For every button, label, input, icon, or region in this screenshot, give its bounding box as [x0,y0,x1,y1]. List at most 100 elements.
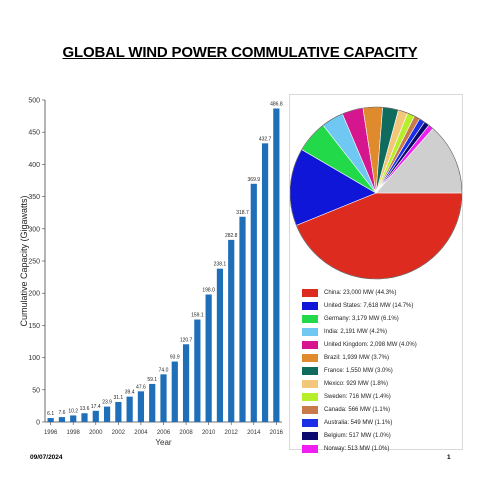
bar [182,344,190,422]
y-tick-label: 300 [28,226,40,233]
legend-label: France: 1,550 MW (3.0%) [324,367,393,374]
bar [239,216,246,422]
x-tick-label: 2006 [157,430,171,436]
bar-value-label: 120.7 [180,337,193,343]
bar [171,361,178,422]
legend-swatch [302,340,318,349]
legend-item: Brazil: 1,939 MW (3.7%) [302,351,462,364]
bar-value-label: 198.0 [202,287,215,293]
legend-label: Brazil: 1,939 MW (3.7%) [324,354,390,361]
bar-value-label: 93.9 [170,355,180,361]
legend-swatch [302,366,318,375]
bar [261,143,269,423]
bar [250,183,257,422]
bar [205,294,212,422]
legend-label: Sweden: 716 MW (1.4%) [324,393,391,400]
legend-swatch [302,379,318,388]
y-tick-label: 450 [28,130,40,137]
y-tick-label: 500 [28,98,40,105]
y-tick-label: 50 [32,387,40,394]
legend-item: Australia: 549 MW (1.1%) [302,416,462,429]
bar [58,417,66,422]
x-tick-label: 2004 [134,430,148,436]
bar-value-label: 369.9 [248,177,261,183]
bar-value-label: 10.2 [68,408,78,414]
x-tick-label: 2012 [225,430,239,436]
x-tick-label: 1996 [44,430,58,436]
legend-item: Belgium: 517 MW (1.0%) [302,429,462,442]
legend-item: Mexico: 929 MW (1.8%) [302,377,462,390]
x-tick-label: 2008 [179,430,193,436]
y-tick-label: 0 [36,420,40,427]
legend-swatch [302,444,318,453]
bar-value-label: 17.4 [91,404,101,410]
bar-value-label: 159.1 [191,313,204,319]
legend-label: United Kingdom: 2,098 MW (4.0%) [324,341,417,348]
pie-chart [290,106,462,280]
legend-label: Belgium: 517 MW (1.0%) [324,432,391,439]
legend-item: Canada: 566 MW (1.1%) [302,403,462,416]
legend-label: Germany: 3,179 MW (6.1%) [324,315,399,322]
y-tick-label: 100 [28,355,40,362]
pie-outline [290,106,462,280]
pie-chart-panel: China: 23,000 MW (44.3%) United States: 7… [289,94,463,453]
x-tick-label: 2002 [112,430,126,436]
legend-label: China: 23,000 MW (44.3%) [324,289,397,296]
y-tick-label: 350 [28,194,40,201]
bar-value-label: 13.6 [80,406,90,412]
bar-value-label: 238.1 [214,262,227,268]
legend-item: United Kingdom: 2,098 MW (4.0%) [302,338,462,351]
y-tick-label: 400 [28,162,40,169]
bar [115,401,122,422]
legend-label: United States: 7,618 MW (14.7%) [324,302,414,309]
legend-label: Australia: 549 MW (1.1%) [324,419,393,426]
legend-item: India: 2,191 MW (4.2%) [302,325,462,338]
bar [92,410,99,422]
legend-label: India: 2,191 MW (4.2%) [324,328,388,335]
legend-swatch [302,405,318,414]
bar-chart: 0 50 100 150 200 250 300 350 400 450 500 6.1 7.6 10.2… [19,98,284,448]
page-number: 1 [447,454,451,461]
y-tick-label: 250 [28,259,40,266]
legend-item: China: 23,000 MW (44.3%) [302,286,462,299]
bar-value-label: 59.1 [147,377,157,383]
legend-item: United States: 7,618 MW (14.7%) [302,299,462,312]
bar-value-label: 318.7 [236,210,249,216]
pie-legend: China: 23,000 MW (44.3%) United States: 7… [302,286,462,455]
legend-swatch [302,418,318,427]
bar-value-label: 23.9 [102,400,112,406]
bar-value-label: 486.8 [270,102,283,108]
bar-value-label: 74.0 [159,367,169,373]
bar-value-label: 47.6 [136,384,146,390]
bar [273,108,280,423]
legend-swatch [302,353,318,362]
legend-label: Canada: 566 MW (1.1%) [324,406,391,413]
x-tick-label: 2016 [270,430,284,436]
legend-swatch [302,301,318,310]
legend-swatch [302,314,318,323]
bar-value-label: 7.6 [58,410,65,416]
legend-swatch [302,288,318,297]
legend-swatch [302,392,318,401]
x-axis-label: Year [155,438,172,447]
bar [126,396,133,422]
legend-swatch [302,327,318,336]
bar [228,239,235,422]
bar [216,268,224,422]
bar-value-label: 282.8 [225,233,238,239]
bar-value-label: 6.1 [47,411,54,417]
bar [160,374,167,422]
bar [149,383,156,422]
legend-label: Norway: 513 MW (1.0%) [324,445,390,452]
y-tick-label: 200 [28,291,40,298]
x-tick-label: 2000 [89,430,103,436]
legend-item: France: 1,550 MW (3.0%) [302,364,462,377]
legend-item: Germany: 3,179 MW (6.1%) [302,312,462,325]
legend-item: Sweden: 716 MW (1.4%) [302,390,462,403]
y-tick-label: 150 [28,323,40,330]
bar-value-label: 432.7 [259,136,272,142]
y-axis-label: Cumulative Capacity (Gigawatts) [19,195,29,326]
legend-swatch [302,431,318,440]
legend-item: Norway: 513 MW (1.0%) [302,442,462,455]
bar [137,391,145,422]
